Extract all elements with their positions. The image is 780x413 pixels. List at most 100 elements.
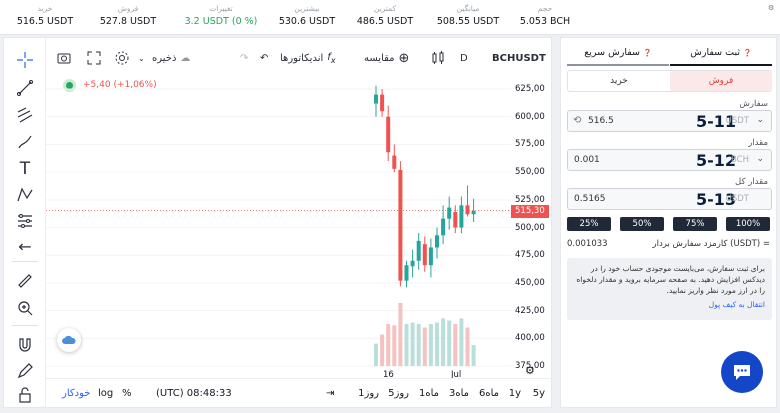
price-chart[interactable]: 16 Jul	[46, 78, 511, 378]
change-value: +5,40 (+1,06%)	[83, 80, 157, 90]
candle-body	[465, 205, 470, 215]
candle-body	[404, 265, 409, 281]
price-tick-label: 500,00	[515, 222, 545, 233]
arrow-left-icon[interactable]: ←	[18, 236, 32, 256]
chevron-down-icon[interactable]: ⌄	[756, 115, 764, 125]
range-button[interactable]: 1ماه	[418, 388, 439, 399]
candles-icon[interactable]	[430, 49, 446, 67]
range-button[interactable]: 1y	[508, 388, 521, 399]
price-value: 516.5	[588, 116, 614, 126]
stat-value: 3.2 USDT (0 %)	[184, 16, 258, 27]
log-scale-toggle[interactable]: log	[98, 388, 114, 399]
price-currency: USDT	[725, 116, 749, 126]
stat-label: کمترین	[373, 4, 397, 13]
stat-label: فروش	[117, 4, 139, 13]
price-field[interactable]: ⟲ 516.5 5-11 USDT ⌄	[567, 110, 772, 132]
candle-body	[416, 240, 421, 261]
total-field[interactable]: 0.5165 5-13 USDT	[567, 188, 772, 210]
refresh-icon[interactable]: ⟲	[573, 115, 582, 126]
percent-100-button[interactable]: 100%	[726, 217, 770, 231]
ruler-icon[interactable]	[14, 270, 36, 292]
time-tick-label: Jul	[450, 370, 461, 378]
amount-field[interactable]: 0.001 5-12 BCH ⌄	[567, 149, 772, 171]
lock-icon[interactable]	[14, 384, 36, 406]
cloud-icon: ☁	[180, 52, 191, 64]
text-tool-icon[interactable]: T	[19, 159, 31, 179]
percent-75-button[interactable]: 75%	[673, 217, 717, 231]
percent-scale-toggle[interactable]: %	[122, 388, 132, 399]
range-button[interactable]: 3ماه	[448, 388, 469, 399]
symbol-button[interactable]: BCHUSDT	[492, 52, 546, 64]
redo-icon[interactable]: ↷	[240, 52, 249, 64]
buy-option[interactable]: خرید	[610, 76, 628, 86]
candle-body	[459, 205, 464, 228]
chat-button[interactable]	[721, 351, 763, 393]
sell-option[interactable]: فروش	[670, 71, 772, 91]
crosshair-icon[interactable]	[14, 49, 36, 71]
candle-body	[410, 260, 415, 267]
date-range-icon[interactable]: ⇥	[326, 388, 335, 399]
candle-body	[374, 94, 378, 104]
save-button[interactable]: ذخیره ☁	[152, 49, 190, 67]
chart-panel: T ← ⌄ ذخیره ☁ ↷ ↶ اندیکاتورها fx مقایسه ⊕ D…	[3, 37, 553, 409]
brush-icon[interactable]	[14, 131, 36, 153]
tab-place-order[interactable]: ثبت سفارش ❓	[670, 42, 772, 66]
price-tick-label: 425,00	[515, 305, 545, 316]
prediction-icon[interactable]	[14, 210, 36, 232]
fib-tool-icon[interactable]	[14, 104, 36, 126]
volume-bar	[374, 343, 378, 366]
compare-button[interactable]: مقایسه ⊕	[364, 49, 409, 67]
chart-toolbar: ⌄ ذخیره ☁ ↷ ↶ اندیکاتورها fx مقایسه ⊕ D BCH…	[46, 38, 553, 78]
price-tick-label: 550,00	[515, 167, 545, 178]
volume-bar	[380, 334, 385, 366]
stat-value: 516.5 USDT	[16, 16, 74, 27]
interval-button[interactable]: D	[460, 52, 468, 64]
cloud-chart-icon[interactable]	[57, 328, 81, 352]
time-tick-label: 16	[383, 370, 394, 378]
utc-clock[interactable]: (UTC) 08:48:33	[156, 388, 232, 399]
range-button[interactable]: 5روز	[388, 388, 409, 399]
price-tick-label: 575,00	[515, 139, 545, 150]
volume-bar	[422, 327, 427, 366]
candle-body	[386, 116, 391, 153]
axis-settings-icon[interactable]: ⚙	[525, 364, 535, 377]
camera-icon[interactable]	[56, 49, 72, 67]
fullscreen-icon[interactable]	[86, 49, 102, 67]
range-button[interactable]: 6ماه	[478, 388, 499, 399]
percent-50-button[interactable]: 50%	[620, 217, 664, 231]
auto-scale-toggle[interactable]: خودکار	[62, 388, 91, 399]
tab-quick-order[interactable]: سفارش سریع ❓	[567, 42, 669, 66]
price-tick-label: 625,00	[515, 84, 545, 95]
notice-text: برای ثبت سفارش، می‌بایست موجودی حساب خود…	[576, 264, 765, 295]
volume-bar	[392, 325, 397, 366]
amount-annotation: 5-12	[696, 151, 737, 170]
total-value: 0.5165	[574, 194, 606, 204]
lock-pencil-icon[interactable]	[14, 360, 36, 382]
chevron-down-icon[interactable]: ⌄	[756, 154, 764, 164]
amount-value: 0.001	[574, 155, 600, 165]
gear-icon[interactable]	[114, 49, 130, 67]
fee-label: کارمزد سفارش بردار (USDT) =	[652, 239, 771, 249]
chat-icon	[734, 365, 750, 380]
magnet-icon[interactable]	[14, 334, 36, 356]
volume-bar	[441, 318, 446, 366]
chevron-down-icon[interactable]: ⌄	[138, 53, 145, 63]
stat-item: کمترین 486.5 USDT	[350, 3, 420, 29]
deposit-notice: برای ثبت سفارش، می‌بایست موجودی حساب خود…	[567, 258, 772, 320]
trend-line-icon[interactable]	[14, 77, 36, 99]
indicators-button[interactable]: اندیکاتورها fx	[280, 49, 336, 67]
price-tick-label: 475,00	[515, 250, 545, 261]
volume-bar	[416, 324, 421, 366]
fee-value: 0.001033	[567, 239, 608, 249]
price-axis[interactable]: 625,00 600,00 575,00 550,00 525,00 500,00 475,…	[511, 78, 553, 378]
percent-25-button[interactable]: 25%	[567, 217, 611, 231]
range-button[interactable]: 1روز	[358, 388, 379, 399]
zoom-in-icon[interactable]	[14, 297, 36, 319]
tab-quick-order-label: سفارش سریع	[584, 47, 641, 58]
undo-icon[interactable]: ↶	[260, 52, 269, 64]
range-button[interactable]: 5y	[532, 388, 545, 399]
compare-label: مقایسه	[364, 52, 395, 64]
settings-icon[interactable]: ⚙	[768, 4, 775, 12]
pattern-icon[interactable]	[14, 184, 36, 206]
wallet-transfer-link[interactable]: انتقال به کیف پول	[708, 300, 765, 309]
